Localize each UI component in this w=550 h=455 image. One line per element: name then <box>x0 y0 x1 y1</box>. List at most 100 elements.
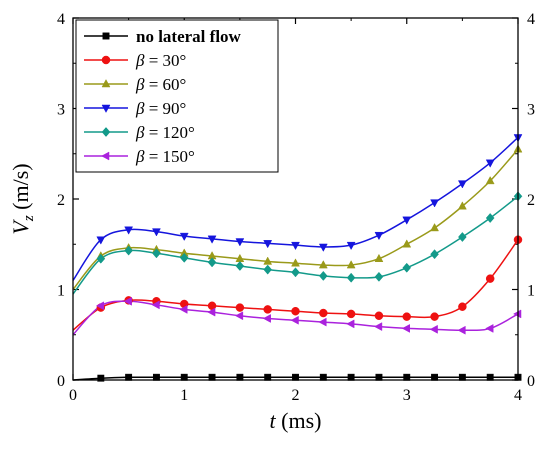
series-point-5 <box>457 325 466 335</box>
legend-value: = 120° <box>144 123 194 142</box>
series-point-4 <box>402 262 412 273</box>
legend-label-1: β = 30° <box>135 51 186 70</box>
x-tick-label: 0 <box>69 387 77 404</box>
series-point-5 <box>346 319 355 329</box>
series-point-2 <box>263 256 273 265</box>
series-point-5 <box>401 323 410 333</box>
series-point-5 <box>207 307 216 317</box>
series-point-5 <box>318 317 327 327</box>
series-point-3 <box>235 238 245 247</box>
series-point-1 <box>430 312 439 321</box>
series-point-5 <box>374 322 383 332</box>
y-axis-subscript: z <box>21 215 37 222</box>
legend-beta-symbol: β <box>135 99 145 118</box>
legend-label-2: β = 60° <box>135 75 186 94</box>
legend-beta-symbol: β <box>135 123 145 142</box>
series-point-3 <box>485 159 495 168</box>
series-point-3 <box>124 226 134 235</box>
legend-value: = 90° <box>144 99 186 118</box>
legend-value: = 30° <box>144 51 186 70</box>
series-point-4 <box>430 249 439 260</box>
legend-label-5: β = 150° <box>135 147 195 166</box>
series-point-3 <box>374 231 384 241</box>
y-tick-label: 3 <box>57 102 65 119</box>
legend-beta-symbol: β <box>135 147 145 166</box>
series-point-5 <box>151 300 160 310</box>
x-tick-label: 1 <box>180 387 188 404</box>
series-point-4 <box>263 264 273 275</box>
y-right-tick-label: 2 <box>527 192 535 209</box>
legend-marker-2 <box>101 79 111 88</box>
series-point-3 <box>96 236 106 245</box>
series-point-3 <box>207 235 217 244</box>
series-point-1 <box>346 309 356 319</box>
series-point-4 <box>346 272 356 283</box>
series-point-3 <box>457 180 467 189</box>
series-point-2 <box>430 223 439 232</box>
x-axis-title: t (ms) <box>270 408 322 433</box>
series-point-1 <box>374 311 384 320</box>
series-point-5 <box>234 311 244 321</box>
y-tick-label: 0 <box>57 373 65 390</box>
series-point-0 <box>97 374 105 382</box>
series-point-4 <box>152 248 161 259</box>
series-point-3 <box>152 228 161 237</box>
plot-frame <box>72 17 519 381</box>
legend-marker-0 <box>102 32 110 40</box>
y-tick-label: 4 <box>57 11 65 28</box>
series-point-5 <box>179 304 188 314</box>
series-point-4 <box>96 253 106 264</box>
y-axis-unit: (m/s) <box>8 163 33 215</box>
series-point-2 <box>485 175 495 185</box>
series-point-1 <box>263 305 272 314</box>
series-point-4 <box>458 232 467 242</box>
series-point-2 <box>457 201 467 210</box>
x-axis-unit: (ms) <box>276 408 322 433</box>
series-point-4 <box>235 260 245 271</box>
x-axis-variable: t <box>270 408 277 433</box>
series-point-3 <box>318 243 328 252</box>
series-markers <box>95 134 523 382</box>
legend-box <box>75 19 279 173</box>
series-point-1 <box>235 303 245 312</box>
legend-marker-3 <box>101 104 111 113</box>
series-point-5 <box>485 323 494 333</box>
legend-value: = 150° <box>144 147 194 166</box>
y-tick-label: 1 <box>57 283 65 300</box>
legend-label-0: no lateral flow <box>136 27 242 46</box>
series-line-1 <box>72 239 519 331</box>
series-point-3 <box>346 241 356 251</box>
legend-label-4: β = 120° <box>135 123 195 142</box>
series-point-1 <box>485 274 495 283</box>
series-point-5 <box>95 301 105 311</box>
series-point-5 <box>123 296 132 306</box>
series-point-3 <box>430 199 439 208</box>
series-point-2 <box>374 253 384 262</box>
series-point-5 <box>290 315 299 325</box>
series-point-2 <box>291 258 300 267</box>
series-point-3 <box>179 232 189 242</box>
series-point-4 <box>318 270 328 281</box>
series-point-4 <box>374 271 384 282</box>
series-point-1 <box>402 312 411 321</box>
series-point-3 <box>263 240 273 249</box>
series-point-4 <box>124 245 133 256</box>
legend-marker-5 <box>101 151 110 161</box>
y-axis-variable: V <box>8 219 33 235</box>
legend-marker-1 <box>101 55 111 65</box>
legend-beta-symbol: β <box>135 75 145 94</box>
legend-label-3: β = 90° <box>135 99 186 118</box>
legend-beta-symbol: β <box>135 51 145 70</box>
series-point-2 <box>346 260 356 269</box>
x-tick-label: 4 <box>514 387 522 404</box>
y-right-tick-label: 4 <box>527 11 535 28</box>
legend-value: = 60° <box>144 75 186 94</box>
legend-marker-4 <box>101 127 111 137</box>
y-tick-label: 2 <box>57 192 65 209</box>
x-tick-label: 3 <box>403 387 411 404</box>
y-right-tick-label: 0 <box>527 373 535 390</box>
series-point-4 <box>207 257 217 268</box>
y-axis-title: Vz (m/s) <box>8 163 37 234</box>
